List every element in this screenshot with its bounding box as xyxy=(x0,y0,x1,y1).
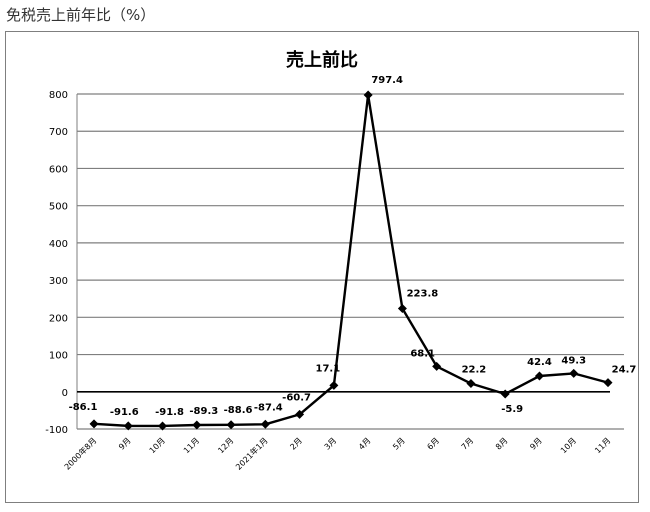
data-label: 223.8 xyxy=(407,288,439,299)
x-tick-label: 8月 xyxy=(494,436,510,452)
data-point xyxy=(603,378,613,388)
data-point xyxy=(534,371,544,381)
data-label: 42.4 xyxy=(527,357,552,368)
data-point xyxy=(89,419,99,429)
x-tick-label: 10月 xyxy=(148,436,167,455)
data-label: -87.4 xyxy=(254,402,283,413)
data-point xyxy=(260,419,270,429)
data-point xyxy=(158,421,168,431)
y-tick-label: 700 xyxy=(49,127,68,138)
y-tick-label: 800 xyxy=(49,90,68,101)
data-label: -88.6 xyxy=(224,405,253,416)
x-tick-label: 2月 xyxy=(288,436,304,452)
data-label: -5.9 xyxy=(501,404,523,415)
y-tick-label: 200 xyxy=(49,313,68,324)
x-tick-label: 11月 xyxy=(182,436,201,455)
data-point xyxy=(363,90,373,100)
y-tick-label: 100 xyxy=(49,351,68,362)
x-tick-label: 9月 xyxy=(528,436,544,452)
y-tick-label: 0 xyxy=(62,388,68,399)
x-tick-label: 10月 xyxy=(559,436,578,455)
series-layer xyxy=(89,90,613,431)
data-point xyxy=(329,380,339,390)
data-point xyxy=(466,379,476,389)
data-label: -60.7 xyxy=(282,392,311,403)
data-point xyxy=(192,420,202,430)
label-layer: -86.1 -91.6 -91.8 -89.3 -88.6 -87.4-60.7 17.1 7… xyxy=(69,75,637,418)
x-tick-label: 5月 xyxy=(391,436,407,452)
chart-title: 売上前比 xyxy=(286,49,358,71)
x-tick-label: 4月 xyxy=(357,436,373,452)
x-tick-label: 3月 xyxy=(323,436,339,452)
data-point xyxy=(226,420,236,430)
y-tick-label: 600 xyxy=(49,164,68,175)
data-point xyxy=(500,389,510,399)
data-point xyxy=(123,421,133,431)
x-tick-label: 9月 xyxy=(117,436,133,452)
page-heading: 免税売上前年比（%） xyxy=(6,6,156,24)
grid-layer xyxy=(77,93,624,430)
x-tick-label: 7月 xyxy=(460,436,476,452)
y-tick-label: 400 xyxy=(49,239,68,250)
data-point xyxy=(397,303,407,313)
data-label: 24.7 xyxy=(612,365,637,376)
data-label: 17.1 xyxy=(316,363,341,374)
x-tick-label: 12月 xyxy=(216,436,235,455)
series-line xyxy=(93,93,609,428)
x-tick-label: 2021年1月 xyxy=(233,435,269,471)
data-label: -89.3 xyxy=(189,406,218,417)
data-label: 68.1 xyxy=(410,348,435,359)
y-tick-label: 500 xyxy=(49,202,68,213)
data-label: 22.2 xyxy=(462,365,487,376)
data-label: -91.8 xyxy=(155,407,184,418)
x-tick-label: 6月 xyxy=(425,436,441,452)
data-point xyxy=(295,409,305,419)
data-point xyxy=(569,368,579,378)
y-tick-label: -100 xyxy=(45,425,68,436)
x-tick-label: 11月 xyxy=(593,436,612,455)
data-label: -86.1 xyxy=(69,402,98,413)
x-tick-label: 2000年8月 xyxy=(62,435,98,471)
data-label: 797.4 xyxy=(371,75,403,86)
data-point xyxy=(432,361,442,371)
y-tick-label: 300 xyxy=(49,276,68,287)
data-label: -91.6 xyxy=(110,407,139,418)
data-label: 49.3 xyxy=(561,355,586,366)
